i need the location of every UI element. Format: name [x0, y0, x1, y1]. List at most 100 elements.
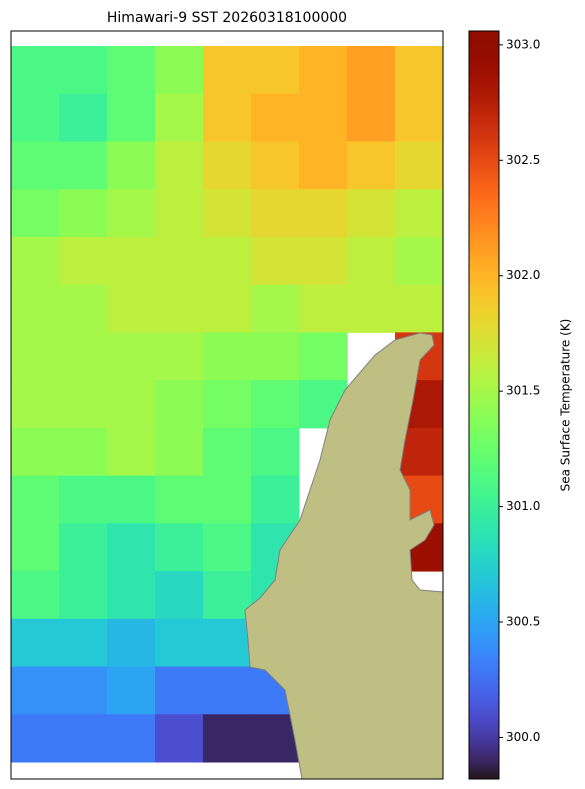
sst-cell	[155, 284, 204, 333]
sst-cell	[203, 332, 252, 381]
sst-cell	[107, 666, 156, 715]
sst-cell	[395, 46, 444, 95]
sst-cell	[251, 189, 300, 238]
colorbar-label: Sea Surface Temperature (K)	[559, 319, 573, 492]
sst-cell	[203, 523, 252, 572]
sst-cell	[59, 427, 108, 477]
sst-cell	[59, 618, 108, 668]
colorbar-tick-label: 303.0	[506, 37, 540, 51]
sst-cell	[107, 714, 156, 763]
sst-cell	[107, 475, 156, 524]
sst-cell	[155, 427, 204, 477]
sst-cell	[299, 189, 348, 238]
sst-cell	[155, 523, 204, 572]
sst-cell	[203, 380, 252, 429]
sst-cell	[251, 46, 300, 95]
sst-cell	[203, 141, 252, 190]
colorbar	[468, 30, 500, 780]
sst-cell	[59, 189, 108, 238]
sst-cell	[11, 380, 60, 429]
sst-cell	[299, 141, 348, 190]
sst-cell	[251, 380, 300, 429]
sst-cell	[59, 236, 108, 286]
sst-cell	[251, 93, 300, 142]
sst-cell	[107, 284, 156, 333]
sst-cell	[59, 666, 108, 715]
sst-cell	[11, 475, 60, 524]
sst-cell	[203, 618, 252, 668]
sst-cell	[251, 236, 300, 286]
sst-cell	[251, 475, 300, 524]
sst-cell	[59, 284, 108, 333]
sst-cell	[59, 332, 108, 381]
colorbar-tick-label: 302.0	[506, 268, 540, 282]
sst-cell	[11, 141, 60, 190]
sst-cell	[347, 141, 396, 190]
sst-cell	[59, 571, 108, 620]
sst-cell	[251, 284, 300, 333]
sst-cell	[59, 523, 108, 572]
sst-cell	[11, 189, 60, 238]
sst-cell	[59, 46, 108, 95]
sst-cell	[11, 523, 60, 572]
sst-cell	[299, 236, 348, 286]
sst-cell	[155, 618, 204, 668]
land	[244, 332, 444, 780]
sst-cell	[395, 284, 444, 333]
sst-cell	[11, 93, 60, 142]
sst-cell	[155, 141, 204, 190]
sst-cell	[203, 93, 252, 142]
sst-cell	[107, 332, 156, 381]
sst-cell	[59, 714, 108, 763]
sst-cell	[203, 475, 252, 524]
sst-cell	[11, 236, 60, 286]
colorbar-tick-label: 300.5	[506, 615, 540, 629]
sst-cell	[203, 666, 252, 715]
sst-cell	[155, 93, 204, 142]
sst-cell	[395, 141, 444, 190]
sst-cell	[59, 141, 108, 190]
sst-cell	[11, 666, 60, 715]
colorbar-tick-label: 302.5	[506, 153, 540, 167]
sst-cell	[251, 427, 300, 477]
sst-cell	[11, 46, 60, 95]
sst-cell	[155, 475, 204, 524]
sst-cell	[347, 189, 396, 238]
sst-cell	[155, 189, 204, 238]
sst-cell	[299, 332, 348, 381]
sst-cell	[11, 714, 60, 763]
sst-cell	[155, 714, 204, 763]
sst-cell	[203, 189, 252, 238]
sst-cell	[203, 284, 252, 333]
sst-cell	[11, 332, 60, 381]
sst-cell	[155, 332, 204, 381]
sst-cell	[155, 236, 204, 286]
sst-cell	[203, 427, 252, 477]
sst-cell	[347, 93, 396, 142]
sst-cell	[107, 380, 156, 429]
sst-cell	[107, 93, 156, 142]
sst-cell	[107, 46, 156, 95]
sst-cell	[155, 46, 204, 95]
sst-cell	[155, 571, 204, 620]
sst-cell	[203, 236, 252, 286]
colorbar-tick-label: 300.0	[506, 730, 540, 744]
sst-cell	[203, 571, 252, 620]
sst-cell	[107, 141, 156, 190]
sst-cell	[251, 332, 300, 381]
colorbar-tick-label: 301.0	[506, 499, 540, 513]
sst-cell	[299, 284, 348, 333]
sst-cell	[203, 714, 252, 763]
sst-cell	[107, 236, 156, 286]
sst-cell	[11, 618, 60, 668]
sst-cell	[59, 93, 108, 142]
sst-cell	[395, 93, 444, 142]
colorbar-tick-label: 301.5	[506, 384, 540, 398]
sst-cell	[347, 284, 396, 333]
sst-cell	[299, 46, 348, 95]
sst-cell	[299, 93, 348, 142]
sst-cell	[395, 236, 444, 286]
sst-cell	[203, 46, 252, 95]
sst-cell	[395, 189, 444, 238]
